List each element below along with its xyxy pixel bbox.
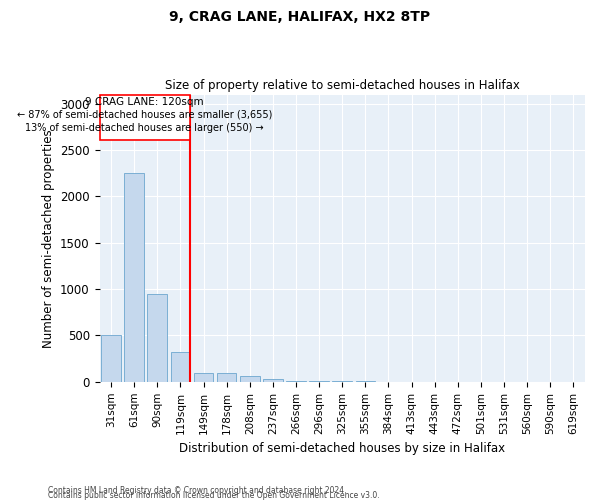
Text: 9, CRAG LANE, HALIFAX, HX2 8TP: 9, CRAG LANE, HALIFAX, HX2 8TP <box>169 10 431 24</box>
Text: 9 CRAG LANE: 120sqm: 9 CRAG LANE: 120sqm <box>85 97 204 107</box>
Bar <box>286 380 306 382</box>
Bar <box>217 372 236 382</box>
Bar <box>100 94 190 140</box>
Bar <box>194 372 214 382</box>
Bar <box>240 376 260 382</box>
Text: ← 87% of semi-detached houses are smaller (3,655): ← 87% of semi-detached houses are smalle… <box>17 110 272 120</box>
Text: Contains public sector information licensed under the Open Government Licence v3: Contains public sector information licen… <box>48 491 380 500</box>
Bar <box>310 381 329 382</box>
X-axis label: Distribution of semi-detached houses by size in Halifax: Distribution of semi-detached houses by … <box>179 442 505 455</box>
Text: 13% of semi-detached houses are larger (550) →: 13% of semi-detached houses are larger (… <box>25 123 264 133</box>
Title: Size of property relative to semi-detached houses in Halifax: Size of property relative to semi-detach… <box>165 79 520 92</box>
Bar <box>148 294 167 382</box>
Bar <box>124 174 144 382</box>
Text: Contains HM Land Registry data © Crown copyright and database right 2024.: Contains HM Land Registry data © Crown c… <box>48 486 347 495</box>
Bar <box>101 335 121 382</box>
Y-axis label: Number of semi-detached properties: Number of semi-detached properties <box>41 129 55 348</box>
Bar <box>263 379 283 382</box>
Bar <box>170 352 190 382</box>
